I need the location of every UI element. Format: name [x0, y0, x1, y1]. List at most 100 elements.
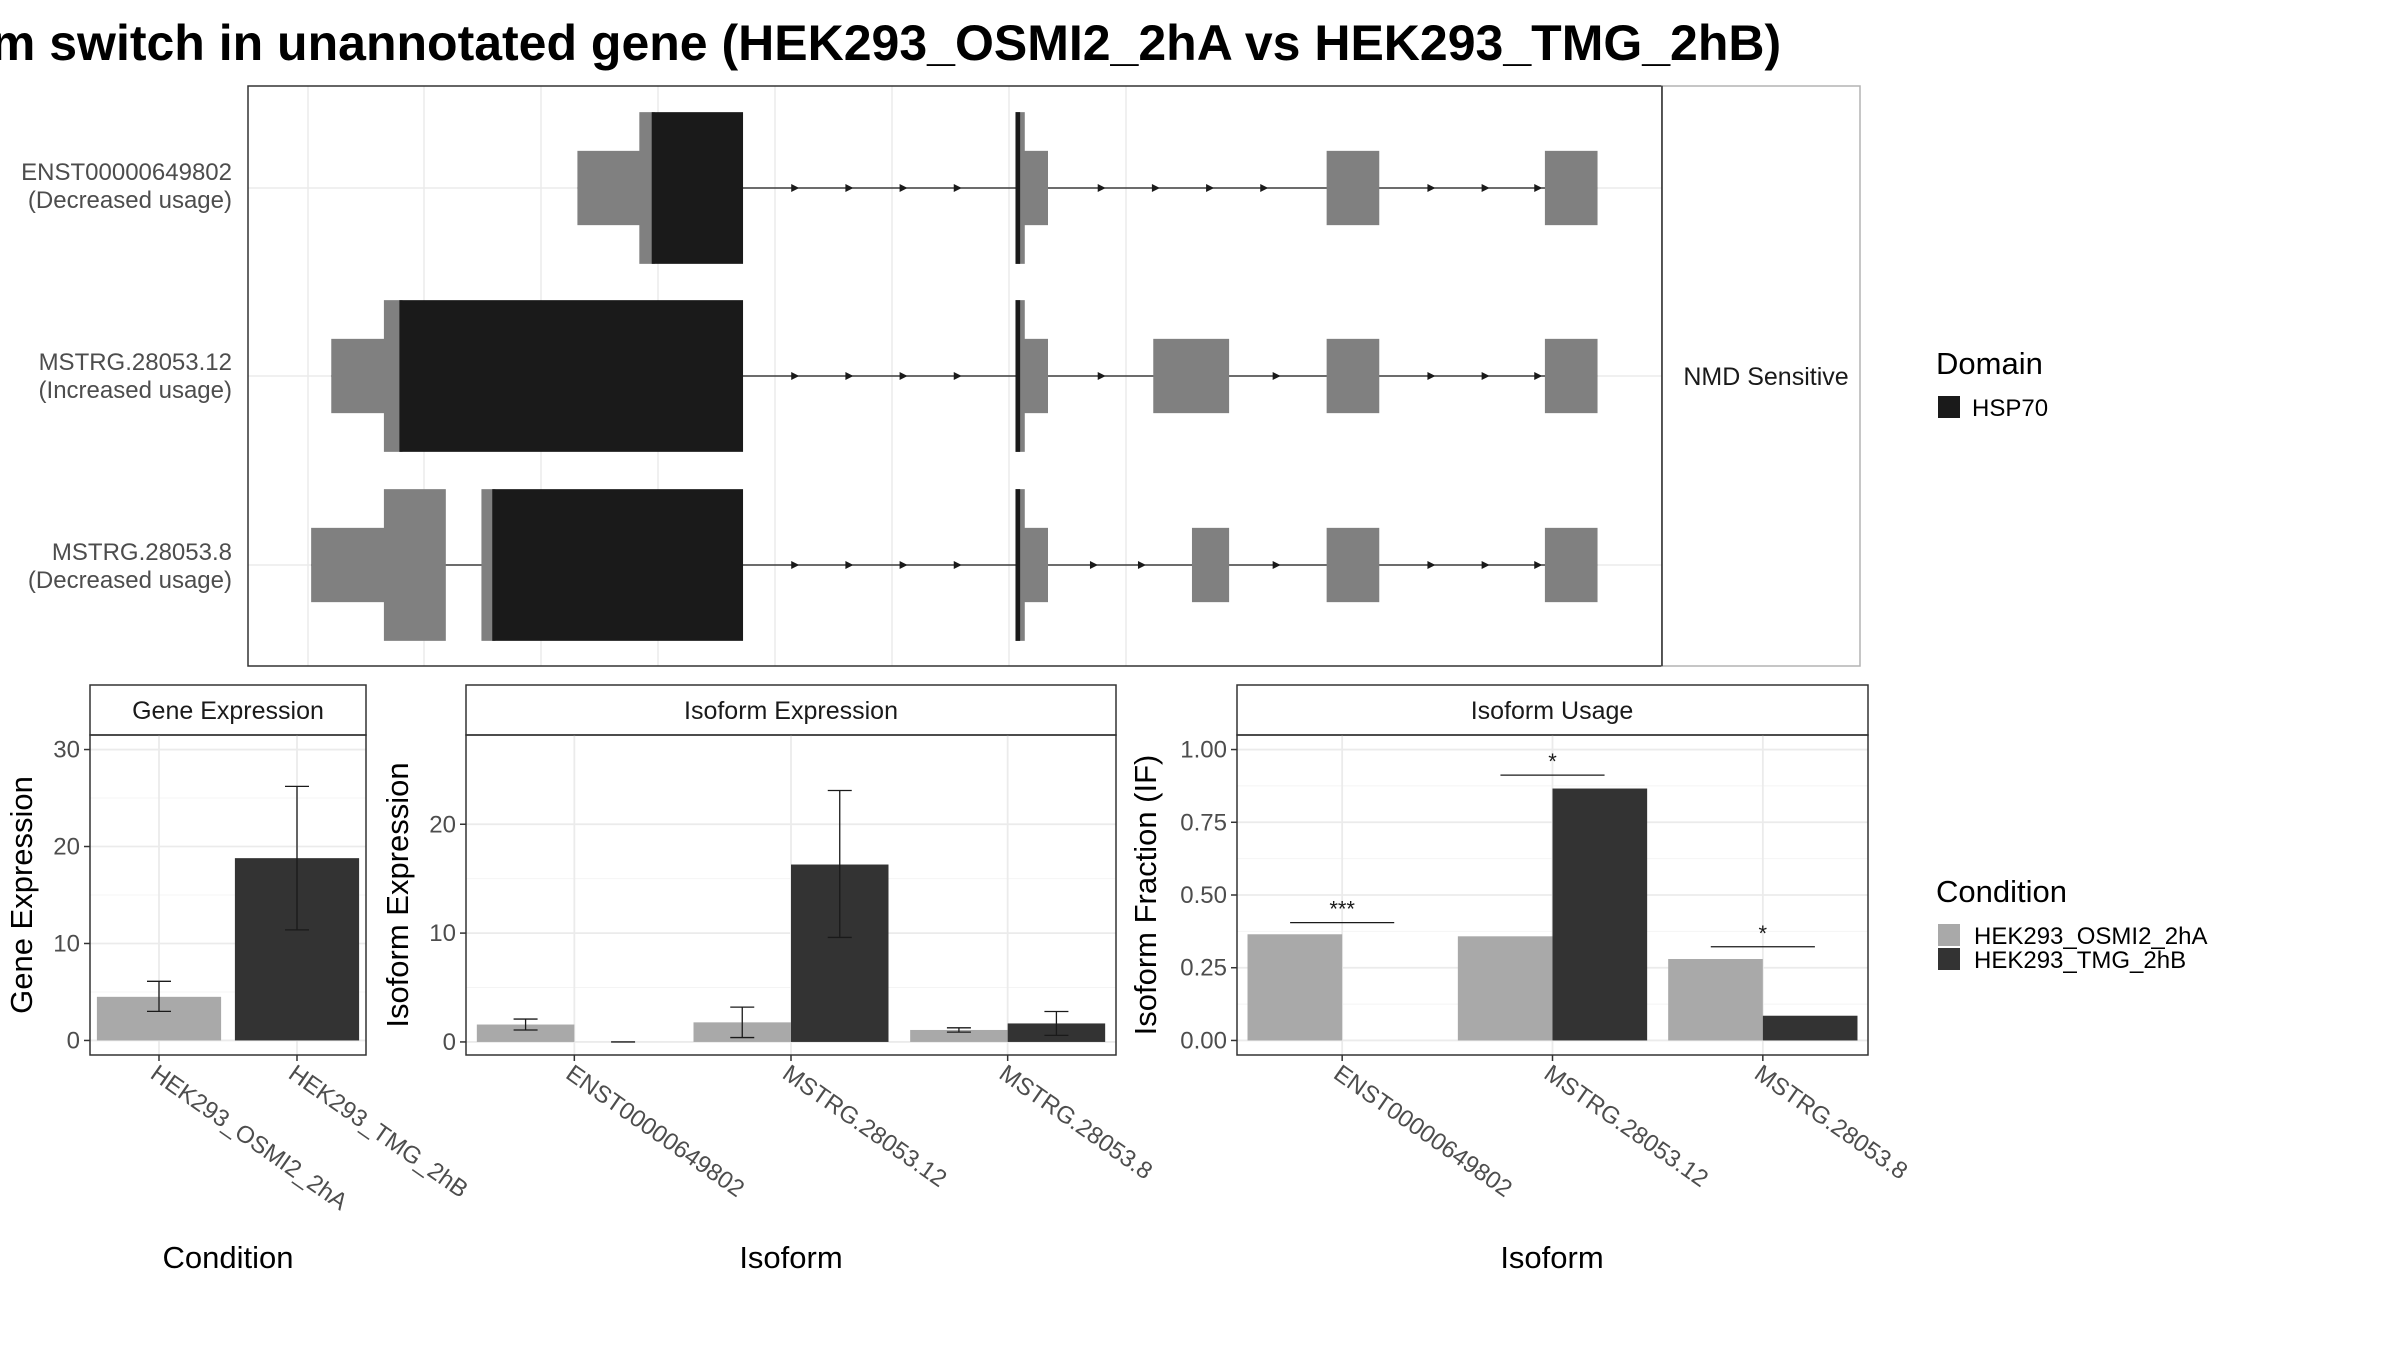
- isoform-label-1-id: ENST00000649802: [21, 159, 232, 186]
- gene-expression-y-axis-title: Gene Expression: [4, 776, 39, 1014]
- strand-arrow-mstrg-28053-12-1: [845, 372, 854, 380]
- structure-panel: ENST00000649802 (Decreased usage) MSTRG.2…: [21, 85, 1861, 667]
- isoform-usage-y-ticks: 0.00 0.25 0.50 0.75 1.00: [1180, 737, 1237, 1054]
- hsp70-domain-mstrg-28053-8-5: [1015, 489, 1021, 641]
- isoform-label-2-usage: (Increased usage): [39, 377, 232, 404]
- domain-legend: Domain HSP70: [1936, 346, 2048, 422]
- x-tick-label-1: MSTRG.28053.12: [1539, 1060, 1713, 1193]
- strand-arrow-enst00000649802-4: [1097, 184, 1106, 192]
- bar-s0-2: [910, 1029, 1008, 1042]
- domain-legend-swatch-hsp70: [1938, 396, 1960, 418]
- strand-arrow-mstrg-28053-8-1: [845, 561, 854, 569]
- gene-expression-y-ticks: 0 10 20 30: [53, 737, 90, 1054]
- isoform-usage-strip: [1236, 684, 1869, 736]
- x-tick-label-2: MSTRG.28053.8: [1749, 1060, 1912, 1185]
- y-tick-label-2: 20: [53, 834, 80, 861]
- isoform-expression-x-axis-title: Isoform: [739, 1240, 842, 1275]
- error-bar-s1-2: [1044, 1010, 1069, 1037]
- strand-arrow-enst00000649802-6: [1206, 184, 1215, 192]
- exon-mstrg-28053-8-2: [481, 489, 496, 641]
- strand-arrow-mstrg-28053-8-0: [791, 561, 800, 569]
- isoform-track-enst00000649802: [577, 112, 1598, 264]
- isoform-track-mstrg-28053-8: [311, 489, 1598, 641]
- strand-arrow-mstrg-28053-12-8: [1534, 372, 1543, 380]
- exon-mstrg-28053-8-7: [1191, 527, 1230, 603]
- error-bar-0: [147, 980, 171, 1013]
- strand-arrow-mstrg-28053-8-4: [1089, 561, 1098, 569]
- isoform-usage-x-ticks: ENST00000649802 MSTRG.28053.12 MSTRG.28053…: [1329, 1055, 1912, 1203]
- isoform-expression-panel: Isoform Expression 0 10 20 ENST00000649802…: [380, 684, 1157, 1275]
- strand-arrow-enst00000649802-7: [1260, 184, 1269, 192]
- gene-expression-strip: [89, 684, 367, 736]
- hsp70-domain-mstrg-28053-12-2: [399, 300, 744, 452]
- x-tick-label-2: MSTRG.28053.8: [994, 1060, 1157, 1185]
- gene-expression-plot-border: [89, 734, 367, 1056]
- strand-arrow-mstrg-28053-12-3: [953, 372, 962, 380]
- bar-s1-1: [1552, 788, 1648, 1041]
- strand-arrow-enst00000649802-10: [1534, 184, 1543, 192]
- x-tick-label-0: ENST00000649802: [561, 1060, 749, 1203]
- error-bar-s0-2: [946, 1027, 971, 1033]
- y-tick-label-0: 0.00: [1180, 1027, 1227, 1054]
- y-tick-label-0: 0: [67, 1027, 80, 1054]
- strand-arrow-enst00000649802-8: [1427, 184, 1436, 192]
- isoform-track-mstrg-28053-12: [331, 300, 1598, 452]
- y-tick-label-4: 1.00: [1180, 737, 1227, 764]
- strand-arrow-mstrg-28053-12-5: [1272, 372, 1281, 380]
- strand-arrow-mstrg-28053-12-6: [1427, 372, 1436, 380]
- strand-arrow-mstrg-28053-12-7: [1481, 372, 1490, 380]
- strand-arrow-mstrg-28053-8-2: [899, 561, 908, 569]
- hsp70-domain-mstrg-28053-12-4: [1015, 300, 1021, 452]
- exon-mstrg-28053-12-1: [383, 300, 403, 452]
- exon-enst00000649802-5: [1023, 150, 1048, 226]
- isoform-expression-x-ticks: ENST00000649802 MSTRG.28053.12 MSTRG.28053…: [561, 1055, 1157, 1203]
- gene-expression-x-axis-title: Condition: [163, 1240, 294, 1275]
- error-bar-s1-1: [827, 789, 852, 939]
- isoform-expression-bars: [476, 789, 1106, 1043]
- y-tick-label-1: 10: [53, 930, 80, 957]
- isoform-usage-strip-title: Isoform Usage: [1471, 697, 1634, 725]
- hsp70-domain-enst00000649802-2: [651, 112, 744, 264]
- y-tick-label-1: 10: [429, 920, 456, 947]
- condition-legend-title: Condition: [1936, 874, 2067, 909]
- isoform-label-2: MSTRG.28053.12 (Increased usage): [39, 349, 232, 404]
- isoform-label-2-id: MSTRG.28053.12: [39, 349, 232, 376]
- x-tick-label-1: MSTRG.28053.12: [778, 1060, 952, 1193]
- isoform-usage-panel: Isoform Usage 0.00 0.25 0.50 0.75 1.00 ENST0…: [1128, 684, 1912, 1275]
- y-tick-label-3: 30: [53, 737, 80, 764]
- strand-arrow-mstrg-28053-8-9: [1534, 561, 1543, 569]
- exon-mstrg-28053-8-8: [1326, 527, 1380, 603]
- gene-expression-bars: [96, 785, 360, 1041]
- exon-enst00000649802-1: [639, 112, 655, 264]
- bar-s0-0: [476, 1024, 575, 1042]
- y-tick-label-3: 0.75: [1180, 809, 1227, 836]
- isoform-label-3-id: MSTRG.28053.8: [52, 539, 232, 566]
- strand-arrow-mstrg-28053-8-5: [1137, 561, 1146, 569]
- exon-mstrg-28053-12-5: [1023, 338, 1048, 414]
- chart-title: Isoform switch in unannotated gene (HEK2…: [0, 15, 1781, 71]
- significance-label-1: *: [1548, 749, 1557, 774]
- hsp70-domain-enst00000649802-4: [1015, 112, 1021, 264]
- strand-arrow-mstrg-28053-8-6: [1272, 561, 1281, 569]
- y-tick-label-2: 0.50: [1180, 882, 1227, 909]
- isoform-usage-x-axis-title: Isoform: [1500, 1240, 1603, 1275]
- bar-s0-2: [1668, 959, 1763, 1041]
- error-bar-s0-1: [730, 1006, 755, 1039]
- strand-arrow-enst00000649802-3: [953, 184, 962, 192]
- strand-arrow-enst00000649802-9: [1481, 184, 1490, 192]
- strand-arrow-enst00000649802-1: [845, 184, 854, 192]
- domain-legend-title: Domain: [1936, 346, 2043, 381]
- isoform-usage-significance: *****: [1290, 749, 1815, 948]
- exon-mstrg-28053-12-6: [1153, 338, 1230, 414]
- isoform-expression-strip-title: Isoform Expression: [684, 697, 898, 725]
- significance-label-0: ***: [1329, 897, 1355, 922]
- condition-legend-label-a: HEK293_OSMI2_2hA: [1974, 923, 2207, 950]
- nmd-strip: [1661, 85, 1861, 667]
- strand-arrow-mstrg-28053-8-3: [953, 561, 962, 569]
- y-tick-label-2: 20: [429, 811, 456, 838]
- exon-mstrg-28053-12-0: [331, 338, 387, 414]
- strand-arrow-enst00000649802-5: [1151, 184, 1160, 192]
- isoform-usage-bars: [1247, 788, 1858, 1041]
- exon-mstrg-28053-12-7: [1326, 338, 1380, 414]
- condition-legend-swatch-a: [1938, 924, 1960, 946]
